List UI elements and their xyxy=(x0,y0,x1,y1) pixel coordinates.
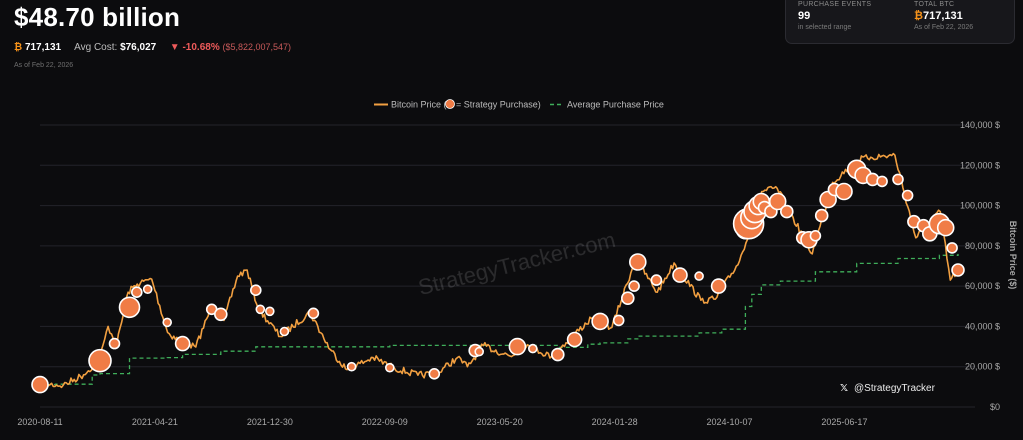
credit-handle: @StrategyTracker xyxy=(854,383,936,394)
y-axis-label: Bitcoin Price ($) xyxy=(1008,221,1018,290)
purchase-bubble xyxy=(936,218,955,237)
purchase-bubbles xyxy=(31,159,965,394)
purchase-events-stat: PURCHASE EVENTS 99 in selected range xyxy=(798,1,871,31)
purchase-bubble xyxy=(264,306,275,317)
purchase-bubble xyxy=(591,312,609,331)
purchase-bubble xyxy=(108,337,121,350)
legend-purchase-label: = Strategy Purchase) xyxy=(456,100,541,110)
down-arrow-icon: ▼ xyxy=(169,42,180,53)
purchase-bubble xyxy=(527,343,538,354)
x-tick-label: 2024-10-07 xyxy=(706,417,752,427)
as-of-date: As of Feb 22, 2026 xyxy=(14,62,74,69)
y-tick-label: 60,000 $ xyxy=(965,281,1000,291)
purchase-bubble xyxy=(346,361,357,372)
purchase-bubble xyxy=(174,335,191,352)
x-tick-label: 2025-06-17 xyxy=(821,417,867,427)
purchase-bubble xyxy=(809,230,822,242)
purchase-bubble xyxy=(162,317,172,328)
purchase-bubble xyxy=(672,267,688,283)
avg-cost-value: $76,027 xyxy=(120,42,157,53)
purchase-bubble xyxy=(550,347,565,362)
y-axis-ticks: $0 20,000 $ 40,000 $ 60,000 $ 80,000 $ 100,00… xyxy=(960,120,1000,412)
x-tick-label: 2024-01-28 xyxy=(592,417,638,427)
y-tick-label: 120,000 $ xyxy=(960,160,1000,170)
purchase-bubble xyxy=(307,307,320,320)
purchase-bubble xyxy=(131,286,143,299)
y-tick-label: 80,000 $ xyxy=(965,241,1000,251)
purchase-events-sub: in selected range xyxy=(798,24,852,31)
purchase-bubble xyxy=(710,278,727,294)
holdings-summary: ₿ 717,131 Avg Cost: $76,027 ▼ -10.68% ($… xyxy=(14,42,291,53)
x-tick-label: 2021-12-30 xyxy=(247,417,293,427)
x-tick-label: 2020-08-11 xyxy=(17,417,62,427)
total-btc-value: 717,131 xyxy=(922,10,963,22)
legend-avg-label: Average Purchase Price xyxy=(567,100,664,110)
purchase-bubble xyxy=(946,242,958,254)
purchase-bubble xyxy=(214,307,228,322)
total-btc-sub: As of Feb 22, 2026 xyxy=(914,24,974,31)
purchase-bubble xyxy=(88,348,112,373)
purchase-bubble xyxy=(620,291,635,306)
btc-symbol-icon: ₿ xyxy=(14,42,23,53)
average-price-line xyxy=(40,253,959,386)
total-btc-value-row: ₿717,131 xyxy=(914,10,973,22)
purchase-bubble xyxy=(250,284,262,297)
purchase-bubble xyxy=(835,182,853,201)
purchase-bubble xyxy=(901,189,914,202)
x-tick-label: 2022-09-09 xyxy=(362,417,408,427)
purchase-bubble xyxy=(142,284,153,295)
purchase-events-label: PURCHASE EVENTS xyxy=(798,1,872,8)
btc-holdings: 717,131 xyxy=(24,42,62,53)
y-tick-label: 100,000 $ xyxy=(960,201,1000,211)
total-btc-stat: TOTAL BTC ₿717,131 As of Feb 22, 2026 xyxy=(914,1,973,31)
purchase-bubble xyxy=(279,326,290,337)
purchase-events-value: 99 xyxy=(798,10,811,22)
purchase-bubble xyxy=(876,175,888,188)
credit-badge: 𝕏 @StrategyTracker xyxy=(840,383,936,394)
grid-lines xyxy=(40,124,975,408)
purchase-bubble xyxy=(650,274,663,286)
purchase-bubble xyxy=(628,280,640,292)
change-percent: -10.68% xyxy=(182,42,220,53)
x-logo-icon: 𝕏 xyxy=(840,383,848,394)
total-btc-label: TOTAL BTC xyxy=(914,1,955,8)
purchase-bubble xyxy=(612,314,625,327)
y-tick-label: 40,000 $ xyxy=(965,321,1000,331)
watermark: StrategyTracker.com xyxy=(416,227,618,300)
purchase-bubble xyxy=(474,346,485,357)
change-amount: ($5,822,007,547) xyxy=(222,42,292,52)
purchase-bubble xyxy=(951,263,965,277)
purchase-bubble xyxy=(255,304,266,315)
average-price-series xyxy=(40,253,959,386)
purchase-bubble xyxy=(694,271,704,281)
purchase-bubble xyxy=(892,173,904,186)
y-tick-label: 20,000 $ xyxy=(965,362,1000,372)
purchase-bubble xyxy=(628,253,647,271)
purchase-bubble xyxy=(31,375,49,394)
purchase-bubble xyxy=(768,192,787,211)
purchase-bubble xyxy=(566,331,583,348)
summary-card: PURCHASE EVENTS 99 in selected range TOT… xyxy=(785,0,1015,44)
x-tick-label: 2023-05-20 xyxy=(477,417,523,427)
purchase-bubble xyxy=(508,337,527,356)
x-axis-ticks: 2020-08-11 2021-04-21 2021-12-30 2022-09-09… xyxy=(17,417,867,427)
y-tick-label: $0 xyxy=(990,402,1000,412)
avg-cost-label: Avg Cost: xyxy=(74,42,118,53)
chart-legend: Bitcoin Price ( = Strategy Purchase) Ave… xyxy=(374,99,664,110)
portfolio-value: $48.70 billion xyxy=(14,2,181,32)
purchase-bubble xyxy=(428,367,441,380)
purchase-bubble xyxy=(118,296,141,319)
y-tick-label: 140,000 $ xyxy=(960,120,1000,130)
purchase-bubble xyxy=(779,204,794,219)
x-tick-label: 2021-04-21 xyxy=(132,417,178,427)
legend-purchase-icon xyxy=(445,99,455,109)
btc-symbol-icon: ₿ xyxy=(914,10,923,22)
legend-price-label: Bitcoin Price ( xyxy=(391,100,447,110)
purchase-bubble xyxy=(814,208,829,223)
purchase-bubble xyxy=(384,362,395,373)
